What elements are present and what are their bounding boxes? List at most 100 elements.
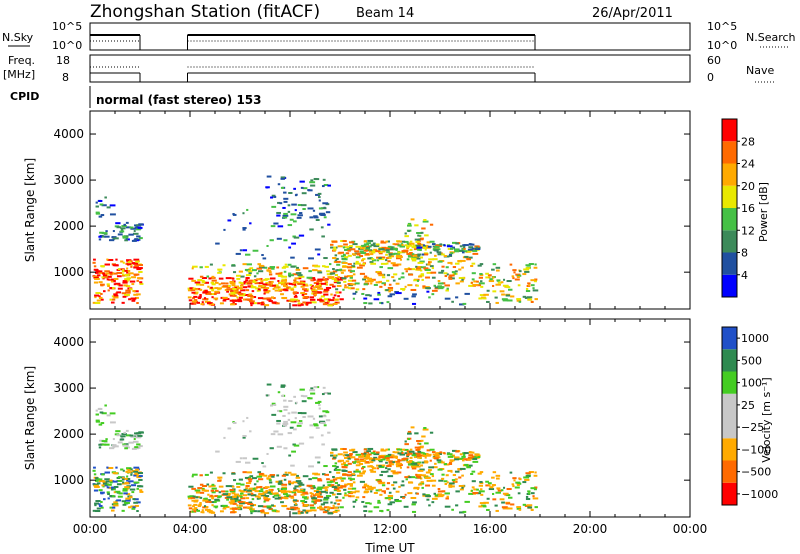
power-cell xyxy=(324,281,329,284)
power-cell xyxy=(242,298,245,301)
power-cell xyxy=(495,266,501,269)
power-cell xyxy=(102,277,105,280)
power-cell xyxy=(407,230,411,233)
power-cell xyxy=(448,276,453,279)
velocity-cell xyxy=(400,484,405,487)
velocity-cell xyxy=(217,479,222,482)
velocity-cell xyxy=(292,512,298,515)
power-cell xyxy=(444,275,448,278)
power-cell xyxy=(477,264,482,267)
power-cell xyxy=(370,249,374,252)
power-cell xyxy=(137,277,142,280)
power-cell xyxy=(210,281,215,284)
power-cell xyxy=(478,276,483,279)
velocity-cell xyxy=(192,495,196,498)
power-cell xyxy=(109,273,113,276)
power-cell xyxy=(297,299,300,302)
velocity-cell xyxy=(204,497,208,500)
power-cell xyxy=(126,280,129,283)
velocity-cell xyxy=(205,500,212,503)
power-cell xyxy=(392,264,399,267)
power-cell xyxy=(109,287,113,290)
velocity-cell xyxy=(320,499,323,502)
velocity-cell xyxy=(312,477,318,480)
velocity-cell xyxy=(132,440,139,443)
power-cell xyxy=(297,214,303,217)
velocity-cell xyxy=(525,498,531,501)
velocity-cell xyxy=(231,472,236,475)
power-cell xyxy=(334,259,338,262)
velocity-cell xyxy=(496,487,501,490)
power-cell xyxy=(317,291,322,294)
nsearch-label: N.Search xyxy=(746,31,796,44)
power-cell xyxy=(296,216,302,219)
velocity-cell xyxy=(407,430,412,433)
power-cell xyxy=(283,270,287,273)
power-cell xyxy=(425,268,431,271)
velocity-cell xyxy=(420,464,424,467)
power-cell xyxy=(404,268,410,271)
velocity-cell xyxy=(467,456,473,459)
velocity-cell xyxy=(407,452,413,455)
power-cell xyxy=(393,273,398,276)
velocity-cell xyxy=(423,427,427,430)
velocity-cell xyxy=(406,466,410,469)
velocity-cell xyxy=(246,471,253,474)
velocity-cell xyxy=(201,487,205,490)
velocity-cell xyxy=(265,489,269,492)
power-cell xyxy=(342,246,346,249)
velocity-cell xyxy=(415,452,421,455)
power-cell xyxy=(371,258,375,261)
power-cell xyxy=(420,256,424,259)
velocity-cell xyxy=(204,489,210,492)
colorbar-tick-label: 1000 xyxy=(741,332,769,345)
power-cell xyxy=(341,277,347,280)
velocity-cell xyxy=(287,432,293,435)
velocity-cell xyxy=(107,497,110,500)
power-cell xyxy=(401,244,404,247)
velocity-cell xyxy=(334,462,338,465)
power-cell xyxy=(382,250,386,253)
velocity-cell xyxy=(379,493,383,496)
velocity-cell xyxy=(404,443,409,446)
velocity-cell xyxy=(369,502,372,505)
power-cell xyxy=(239,284,244,287)
velocity-cell xyxy=(512,477,517,480)
velocity-cell xyxy=(528,471,534,474)
velocity-cell xyxy=(450,455,454,458)
velocity-cell xyxy=(204,473,209,476)
velocity-cell xyxy=(415,473,418,476)
power-cell xyxy=(122,269,125,272)
power-cell xyxy=(425,276,431,279)
power-cell xyxy=(455,296,459,299)
velocity-cell xyxy=(238,478,243,481)
velocity-cell xyxy=(113,501,118,504)
power-cell xyxy=(513,271,516,274)
velocity-cell xyxy=(290,464,295,467)
power-cell xyxy=(269,277,276,280)
power-cell xyxy=(352,297,355,300)
velocity-cell xyxy=(106,414,111,417)
power-cell xyxy=(201,276,208,279)
velocity-cell xyxy=(534,506,538,509)
power-cell xyxy=(464,292,470,295)
velocity-cell xyxy=(214,495,219,498)
velocity-cell xyxy=(362,466,366,469)
power-cell xyxy=(261,254,264,257)
power-cell xyxy=(317,278,324,281)
velocity-cell xyxy=(210,494,213,497)
velocity-cell xyxy=(304,503,309,506)
power-cell xyxy=(271,296,274,299)
velocity-cell xyxy=(423,461,429,464)
power-cell xyxy=(485,272,489,275)
power-cell xyxy=(290,256,295,259)
velocity-cell xyxy=(225,485,232,488)
power-cell xyxy=(381,276,386,279)
power-cell xyxy=(327,276,331,279)
velocity-cell xyxy=(305,496,309,499)
power-cell xyxy=(473,280,477,283)
power-cell xyxy=(292,273,298,276)
velocity-cell xyxy=(264,474,268,477)
power-cell xyxy=(310,179,314,182)
power-cell xyxy=(318,283,323,286)
